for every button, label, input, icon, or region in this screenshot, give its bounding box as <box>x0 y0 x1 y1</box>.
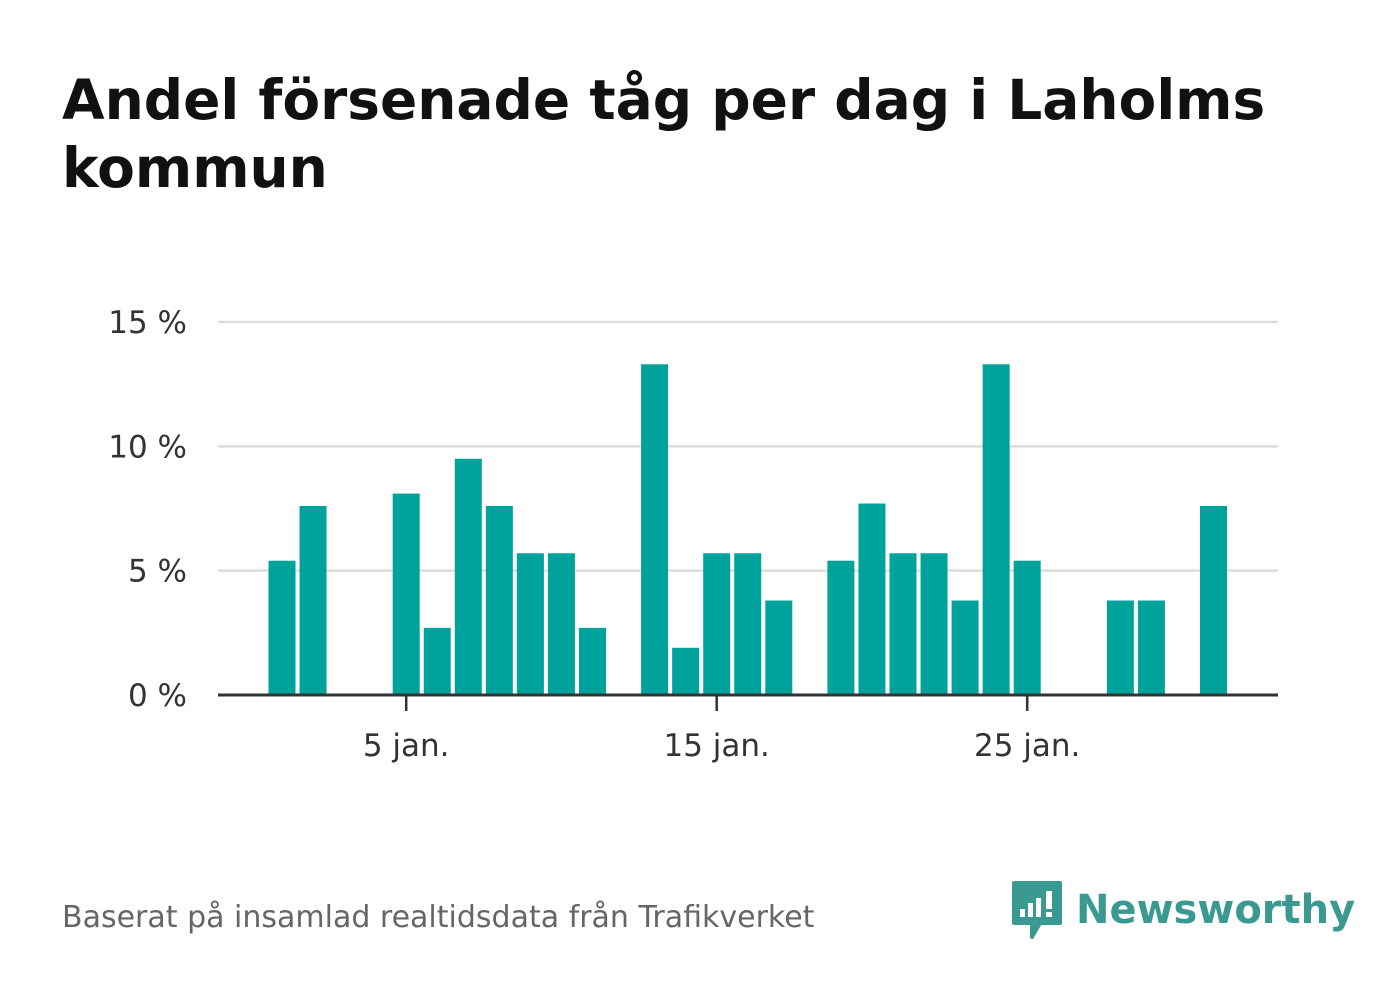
bar <box>889 553 917 695</box>
x-axis <box>218 693 1278 711</box>
x-tick-label: 15 jan. <box>663 728 769 764</box>
bar <box>734 553 762 695</box>
bar <box>703 553 731 695</box>
bar <box>454 458 482 695</box>
bar <box>516 553 544 695</box>
x-axis-labels: 5 jan. 15 jan. 25 jan. <box>363 728 1081 764</box>
y-tick-label: 5 % <box>128 554 187 590</box>
bar-chart: 0 % 5 % 10 % 15 % 5 jan. 15 jan. 25 jan. <box>108 305 1278 764</box>
y-tick-label: 15 % <box>108 305 187 341</box>
bar <box>268 560 296 695</box>
bar <box>641 364 669 695</box>
bar <box>1137 600 1165 695</box>
bar <box>672 647 700 695</box>
newsworthy-logo-icon <box>1012 881 1062 939</box>
brand-logo: Newsworthy <box>1010 878 1355 942</box>
bar <box>827 560 855 695</box>
gridlines <box>218 320 1278 572</box>
bar <box>920 553 948 695</box>
bar <box>982 364 1010 695</box>
x-tick-label: 5 jan. <box>363 728 450 764</box>
bar <box>392 493 420 695</box>
bar <box>1013 560 1041 695</box>
y-tick-label: 10 % <box>108 429 187 465</box>
bar <box>1106 600 1134 695</box>
y-tick-label: 0 % <box>128 678 187 714</box>
source-note: Baserat på insamlad realtidsdata från Tr… <box>62 900 815 935</box>
bar <box>951 600 979 695</box>
bar <box>1200 506 1227 695</box>
brand-name: Newsworthy <box>1076 887 1356 933</box>
bars <box>268 364 1227 695</box>
x-tick-label: 25 jan. <box>974 728 1080 764</box>
bar <box>547 553 575 695</box>
y-axis-labels: 0 % 5 % 10 % 15 % <box>108 305 187 714</box>
bar <box>858 503 886 695</box>
bar <box>423 627 451 695</box>
chart-title: Andel försenade tåg per dag i Laholms ko… <box>62 68 1266 200</box>
bar <box>485 506 513 695</box>
bar <box>765 600 793 695</box>
bar <box>299 506 327 695</box>
bar <box>579 627 606 695</box>
